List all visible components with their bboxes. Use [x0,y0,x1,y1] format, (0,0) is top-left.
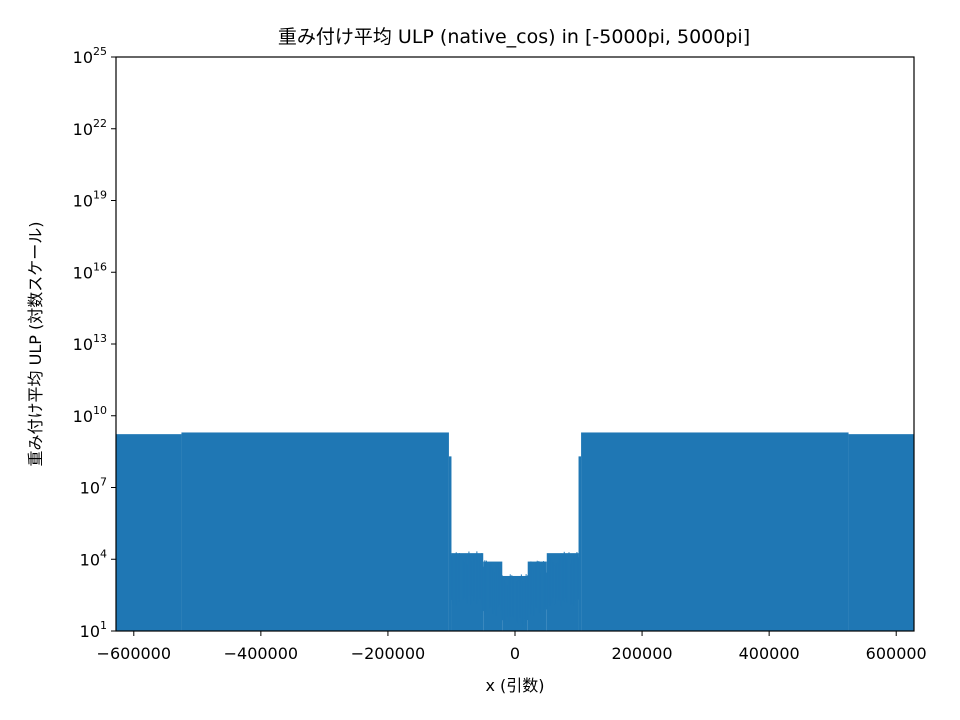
x-tick-label: 600000 [866,644,927,663]
bar-series [116,432,914,631]
plot-area [115,56,915,632]
x-tick-label: 0 [510,644,520,663]
y-axis-ticks: 101 104 107 1010 1013 1016 1019 1022 1025 [73,45,116,641]
x-axis-ticks: −600000 −400000 −200000 0 200000 400000 600000 [97,631,927,663]
y-tick-label: 107 [80,476,107,498]
x-tick-label: −200000 [351,644,425,663]
x-tick-label: −600000 [97,644,171,663]
bar-1 [181,432,449,631]
x-tick-label: 400000 [739,644,800,663]
y-tick-label: 1019 [73,189,107,211]
y-tick-label: 101 [80,619,107,641]
y-axis-label: 重み付け平均 ULP (対数スケール) [26,222,45,467]
y-tick-label: 1025 [73,45,107,67]
bar-8 [578,456,582,631]
y-tick-label: 1022 [73,117,107,139]
bar-10 [848,434,914,631]
y-tick-label: 1016 [73,260,107,282]
x-axis-label: x (引数) [485,676,544,695]
chart-title: 重み付け平均 ULP (native_cos) in [-5000pi, 500… [278,26,750,48]
bar-2 [448,456,452,631]
bar-9 [581,432,849,631]
y-tick-label: 104 [80,547,107,569]
y-tick-label: 1010 [73,404,107,426]
x-tick-label: 200000 [612,644,673,663]
bar-0 [116,434,182,631]
y-tick-label: 1013 [73,332,107,354]
x-tick-label: −400000 [224,644,298,663]
